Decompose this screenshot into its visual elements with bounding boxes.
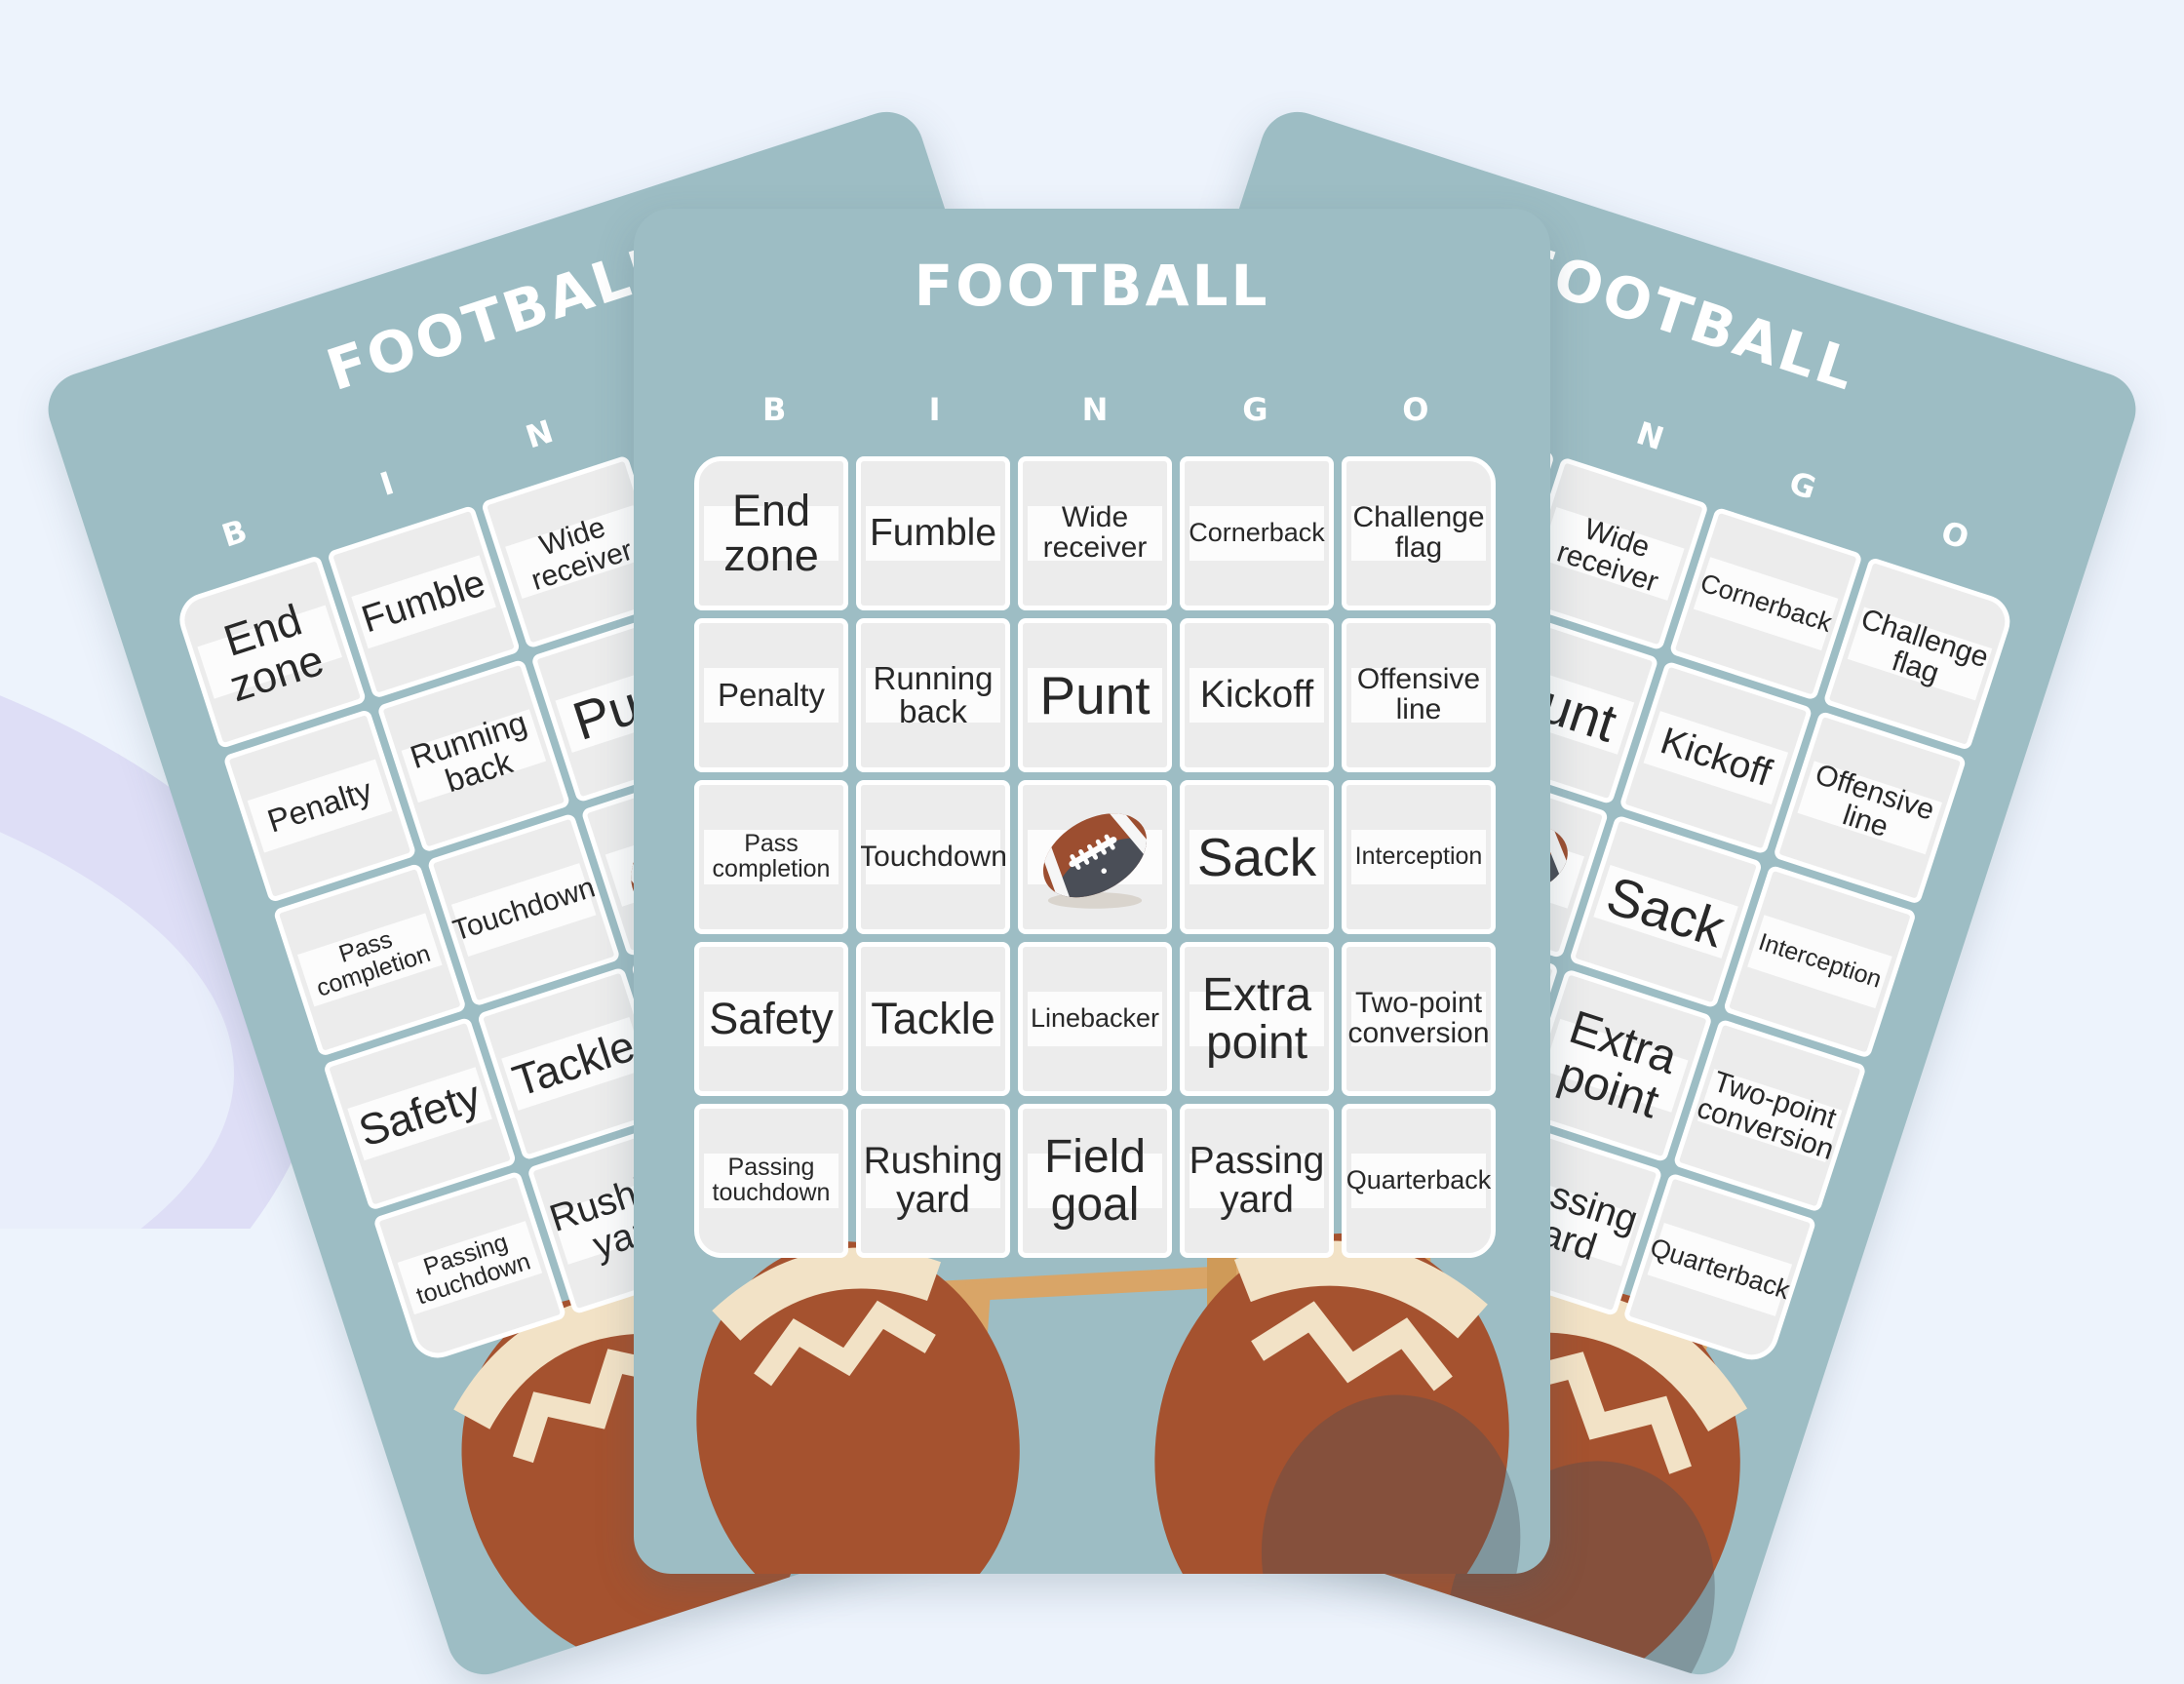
bingo-letter-N: N (1081, 391, 1109, 428)
bingo-cell-label: Challenge flag (1856, 603, 1993, 690)
bingo-cell-label: Sack (1599, 864, 1733, 959)
bingo-cell-label: Interception (1755, 927, 1886, 994)
bingo-cell-label: Challenge flag (1352, 501, 1485, 564)
bingo-cell-label: End zone (723, 485, 819, 580)
bingo-cell: Rushing yard (856, 1104, 1010, 1258)
bingo-cell: Interception (1342, 780, 1496, 934)
center-bingo-card[interactable]: FOOTBALL B I N G O End zone Fumble Wide receiv… (634, 209, 1550, 1574)
bingo-cell-label: Kickoff (1656, 720, 1776, 795)
bingo-cell-label: Pass completion (712, 830, 831, 882)
bingo-cell-label: Offensive line (1811, 758, 1938, 844)
bingo-cell-label: Quarterback (1346, 1165, 1492, 1195)
bingo-cell: Wide receiver (1018, 456, 1172, 610)
bingo-cell-label: Touchdown (448, 871, 600, 948)
bingo-cell-label: Sack (1196, 826, 1317, 887)
bingo-cell-label: Wide receiver (1552, 513, 1662, 599)
bingo-cell: Fumble (856, 456, 1010, 610)
bingo-cell-label: Touchdown (859, 840, 1007, 873)
bingo-cell-label: Interception (1354, 842, 1483, 871)
bingo-cell-label: Safety (352, 1070, 487, 1156)
bingo-cell-label: Punt (1039, 664, 1150, 725)
bingo-cell: Pass completion (694, 780, 848, 934)
bingo-cell-label: End zone (217, 594, 330, 712)
bingo-cell-label: Cornerback (1189, 518, 1325, 548)
bingo-cell-label: Wide receiver (1042, 501, 1148, 564)
football-icon (1037, 800, 1162, 915)
bingo-cell: Cornerback (1180, 456, 1334, 610)
bingo-letter-B: B (762, 391, 787, 428)
bingo-cell-label: Cornerback (1696, 568, 1836, 639)
bingo-cell-label: Tackle (871, 993, 995, 1043)
bingo-cell-label: Field goal (1043, 1130, 1147, 1231)
bingo-cell: Quarterback (1342, 1104, 1496, 1258)
bingo-cell-label: Penalty (717, 677, 826, 713)
bingo-cell-label: Extra point (1201, 968, 1312, 1069)
bingo-cell-football-image (1018, 780, 1172, 934)
bingo-letter-I: I (928, 391, 941, 428)
bingo-cell: Two-point conversion (1342, 942, 1496, 1096)
bingo-cell-label: Two-point conversion (1693, 1065, 1841, 1167)
bingo-cell-label: Passing yard (1189, 1139, 1325, 1221)
bingo-cell: Penalty (694, 618, 848, 772)
bingo-cell-label: Linebacker (1030, 1003, 1160, 1034)
bingo-cell-label: Kickoff (1199, 673, 1314, 716)
bingo-grid: End zone Fumble Wide receiver Cornerback Cha… (694, 456, 1496, 1258)
bingo-cell: Safety (694, 942, 848, 1096)
bingo-cards-scene: FOOTBALL B I N G O End zone Fumble Wide receiv… (0, 0, 2184, 1229)
bingo-cell: Linebacker (1018, 942, 1172, 1096)
bingo-letter-O: O (1402, 391, 1429, 428)
bingo-cell-label: Penalty (262, 771, 376, 840)
bingo-cell: Extra point (1180, 942, 1334, 1096)
bingo-cell-label: Two-point conversion (1347, 987, 1490, 1049)
bingo-cell: Challenge flag (1342, 456, 1496, 610)
bingo-cell: Kickoff (1180, 618, 1334, 772)
bingo-cell: Running back (856, 618, 1010, 772)
bingo-cell: Passing touchdown (694, 1104, 848, 1258)
bingo-cell-label: Wide receiver (527, 511, 637, 598)
bingo-cell-label: Rushing yard (863, 1139, 1003, 1221)
bingo-cell-label: Running back (873, 660, 994, 729)
background-arc-decoration (0, 695, 325, 1229)
bingo-cell: Punt (1018, 618, 1172, 772)
bingo-cell-label: Pass completion (313, 925, 434, 1002)
bingo-cell-label: Extra point (1551, 1000, 1684, 1129)
card-title: FOOTBALL (914, 253, 1270, 319)
bingo-cell-label: Offensive line (1356, 663, 1481, 725)
bingo-cell-label: Safety (709, 993, 834, 1043)
bingo-cell-label: Tackle (506, 1020, 641, 1107)
bingo-cell: Tackle (856, 942, 1010, 1096)
bingo-letter-G: G (1242, 391, 1268, 428)
bingo-cell: End zone (694, 456, 848, 610)
bingo-cell-label: Quarterback (1646, 1232, 1794, 1306)
bingo-cell: Passing yard (1180, 1104, 1334, 1258)
bingo-cell: Touchdown (856, 780, 1010, 934)
bingo-cell: Offensive line (1342, 618, 1496, 772)
bingo-cell: Sack (1180, 780, 1334, 934)
bingo-cell-label: Passing touchdown (412, 1228, 534, 1311)
bingo-cell-label: Running back (406, 703, 531, 800)
bingo-cell: Field goal (1018, 1104, 1172, 1258)
bingo-cell-label: Passing touchdown (712, 1154, 831, 1206)
bingo-cell-label: Fumble (356, 562, 490, 642)
bingo-cell-label: Fumble (869, 511, 997, 554)
